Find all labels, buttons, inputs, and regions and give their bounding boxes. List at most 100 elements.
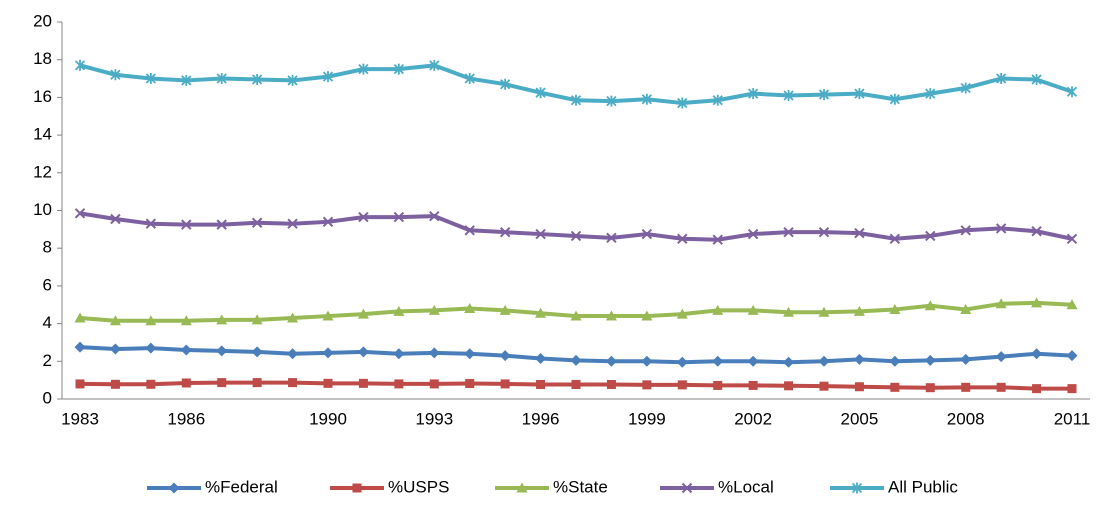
data-point [464,225,475,236]
data-point [357,346,369,358]
x-tick-label: 1993 [415,409,453,428]
data-point [783,226,794,238]
data-point [924,300,936,311]
data-point [145,218,157,229]
x-tick-label: 2002 [734,409,772,428]
data-point [712,355,724,367]
y-tick-label: 14 [33,125,52,144]
data-point [1031,297,1043,308]
data-point [428,347,440,359]
data-point [606,232,617,244]
data-point [464,348,476,360]
data-point [1031,226,1042,237]
x-tick-label: 1986 [167,409,205,428]
data-point [677,97,688,109]
data-point [747,304,759,315]
x-tick-label: 1990 [309,409,347,428]
data-point [889,233,901,244]
data-point [995,298,1007,309]
data-point [1066,233,1078,244]
legend-marker [516,482,528,493]
data-point [394,379,404,389]
data-point [960,303,972,314]
data-point [747,355,759,367]
data-point [109,343,121,355]
data-point [996,382,1006,392]
data-point [996,73,1007,85]
data-point [251,346,263,358]
data-point [713,380,723,390]
data-point [676,308,688,319]
data-point [429,379,439,389]
data-point [110,379,120,389]
data-point [251,314,263,325]
data-point [429,210,440,222]
data-point [1066,299,1078,310]
data-point [783,90,794,102]
data-point [465,379,475,389]
y-tick-label: 18 [33,49,52,68]
data-point [677,380,687,390]
data-point [251,217,263,228]
y-tick-label: 10 [33,200,52,219]
data-point [960,82,971,94]
data-point [853,353,865,365]
legend-marker [851,482,863,494]
data-point [925,230,936,242]
data-point [216,219,227,230]
data-point [925,88,936,100]
data-point [74,341,86,353]
y-tick-label: 12 [33,162,52,181]
data-point [1066,350,1078,362]
data-point [216,314,228,325]
legend-label: %Federal [205,477,278,496]
data-point [323,378,333,388]
data-point [641,93,652,105]
y-tick-label: 0 [43,388,52,407]
data-point [322,347,334,359]
data-point [393,63,404,75]
data-point [216,73,227,85]
x-tick-label: 2008 [947,409,985,428]
data-point [216,345,228,357]
y-tick-label: 8 [43,238,52,257]
data-point [288,378,298,388]
data-point [180,315,192,326]
data-point [322,216,334,228]
data-point [925,383,935,393]
y-tick-label: 20 [33,11,52,30]
data-point [429,59,440,71]
data-point [748,88,759,100]
legend-label: %State [553,477,608,496]
data-point [571,379,581,389]
data-point [217,378,227,388]
data-point [464,303,476,314]
data-point [605,310,617,321]
data-point [393,305,405,316]
data-point [748,380,758,390]
data-point [605,355,617,367]
data-point [570,230,582,242]
data-point [146,379,156,389]
data-point [818,226,830,238]
data-point [1032,384,1042,394]
data-point [995,223,1007,234]
data-point [853,305,865,316]
data-point [712,94,723,106]
data-point [889,93,900,105]
data-point [783,306,795,317]
data-point [322,310,334,321]
data-point [180,344,192,356]
data-point [642,380,652,390]
data-point [358,211,369,223]
data-point [783,356,795,368]
data-point [145,315,157,326]
legend-label: %Local [718,477,774,496]
data-point [641,310,653,321]
data-point [1031,348,1043,360]
data-point [854,227,865,239]
data-point [960,353,972,365]
legend-label: All Public [888,477,958,496]
data-point [818,306,830,317]
